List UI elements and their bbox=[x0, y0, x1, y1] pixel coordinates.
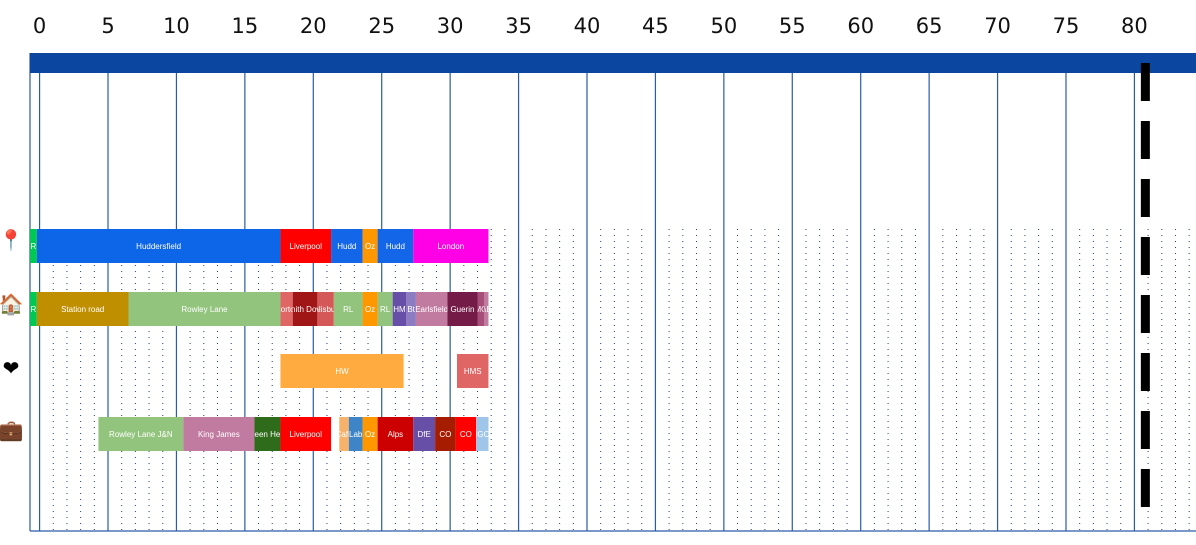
bar-label-home: RL bbox=[343, 305, 354, 314]
bar-label-relationship: HMS bbox=[464, 367, 482, 376]
x-tick-label: 70 bbox=[984, 14, 1011, 38]
heart-icon: ❤ bbox=[3, 358, 20, 380]
bar-location bbox=[413, 229, 489, 263]
bar-home bbox=[362, 292, 378, 326]
x-tick-label: 55 bbox=[779, 14, 806, 38]
bar-label-work: Rowley Lane J&N bbox=[109, 430, 173, 439]
bar-home bbox=[377, 292, 393, 326]
bar-work bbox=[455, 417, 477, 451]
bar-home bbox=[477, 292, 485, 326]
bar-label-work: Oz bbox=[365, 430, 375, 439]
bar-label-work: Lab bbox=[349, 430, 363, 439]
bar-home bbox=[447, 292, 478, 326]
bar-location bbox=[377, 229, 414, 263]
bar-label-home: Bt bbox=[407, 305, 415, 314]
bar-label-location: Hudd bbox=[337, 242, 356, 251]
bar-work bbox=[435, 417, 456, 451]
bar-location bbox=[362, 229, 378, 263]
bar-relationship bbox=[280, 354, 404, 388]
bar-home bbox=[392, 292, 407, 326]
x-tick-label: 20 bbox=[300, 14, 327, 38]
bar-home bbox=[333, 292, 363, 326]
x-tick-label: 5 bbox=[101, 14, 114, 38]
x-tick-label: 35 bbox=[505, 14, 532, 38]
bar-label-work: Liverpool bbox=[290, 430, 323, 439]
x-tick-label: 0 bbox=[33, 14, 46, 38]
bar-label-location: R bbox=[31, 242, 37, 251]
house-icon: 🏠 bbox=[0, 293, 23, 316]
x-tick-label: 65 bbox=[916, 14, 943, 38]
bar-label-home: Station road bbox=[61, 305, 104, 314]
briefcase-icon: 💼 bbox=[0, 420, 24, 442]
bar-label-location: Liverpool bbox=[290, 242, 323, 251]
x-tick-label: 30 bbox=[437, 14, 464, 38]
bar-work bbox=[98, 417, 184, 451]
bar-label-home: R bbox=[31, 305, 37, 314]
bar-label-location: Oz bbox=[365, 242, 375, 251]
bar-label-location: London bbox=[437, 242, 464, 251]
bar-home bbox=[280, 292, 293, 326]
bar-label-work: CO bbox=[460, 430, 472, 439]
bar-work bbox=[348, 417, 363, 451]
bar-home bbox=[406, 292, 416, 326]
bar-label-work: DfE bbox=[417, 430, 430, 439]
bar-label-home: Earlsfield bbox=[415, 305, 448, 314]
bar-label-work: Cafe bbox=[336, 430, 353, 439]
bar-label-home: RL bbox=[380, 305, 391, 314]
bar-label-home: Oz bbox=[365, 305, 375, 314]
bar-label-location: Hudd bbox=[386, 242, 405, 251]
bar-label-work: Alps bbox=[388, 430, 404, 439]
bar-label-location: Huddersfield bbox=[136, 242, 181, 251]
x-tick-label: 75 bbox=[1053, 14, 1080, 38]
bar-label-relationship: HW bbox=[335, 367, 349, 376]
x-tick-label: 60 bbox=[847, 14, 874, 38]
header-band bbox=[30, 53, 1196, 73]
bar-work bbox=[377, 417, 414, 451]
bar-home bbox=[30, 292, 37, 326]
bar-label-home: Morton bbox=[274, 305, 299, 314]
bar-home bbox=[128, 292, 281, 326]
bar-label-home: AE bbox=[481, 305, 492, 314]
bar-relationship bbox=[456, 354, 489, 388]
bar-label-home: Smith Down bbox=[284, 305, 327, 314]
bar-label-home: HM bbox=[393, 305, 406, 314]
bar-work bbox=[339, 417, 349, 451]
bar-label-work: Green Head bbox=[246, 430, 290, 439]
bar-label-work: CO bbox=[439, 430, 451, 439]
bar-label-home: Salisbury bbox=[309, 305, 342, 314]
x-tick-label: 25 bbox=[368, 14, 395, 38]
x-tick-label: 40 bbox=[574, 14, 601, 38]
bar-label-home: MG bbox=[474, 305, 487, 314]
bar-label-home: Rowley Lane bbox=[181, 305, 228, 314]
pin-icon: 📍 bbox=[0, 228, 23, 252]
bar-location bbox=[331, 229, 363, 263]
x-tick-label: 15 bbox=[231, 14, 258, 38]
bar-work bbox=[362, 417, 378, 451]
bar-home bbox=[36, 292, 129, 326]
bar-home bbox=[317, 292, 334, 326]
x-tick-label: 45 bbox=[642, 14, 669, 38]
bar-location bbox=[30, 229, 37, 263]
bar-home bbox=[415, 292, 448, 326]
bar-home bbox=[292, 292, 318, 326]
bar-work bbox=[280, 417, 332, 451]
bar-work bbox=[254, 417, 281, 451]
bar-work bbox=[476, 417, 489, 451]
bar-location bbox=[280, 229, 332, 263]
bar-home bbox=[484, 292, 489, 326]
x-tick-label: 80 bbox=[1121, 14, 1148, 38]
bar-work bbox=[183, 417, 255, 451]
x-tick-label: 10 bbox=[163, 14, 190, 38]
bar-location bbox=[36, 229, 281, 263]
bar-label-work: IGC bbox=[475, 430, 489, 439]
bar-label-work: King James bbox=[198, 430, 240, 439]
bar-label-home: Guerin bbox=[450, 305, 474, 314]
x-tick-label: 50 bbox=[710, 14, 737, 38]
bar-work bbox=[413, 417, 436, 451]
